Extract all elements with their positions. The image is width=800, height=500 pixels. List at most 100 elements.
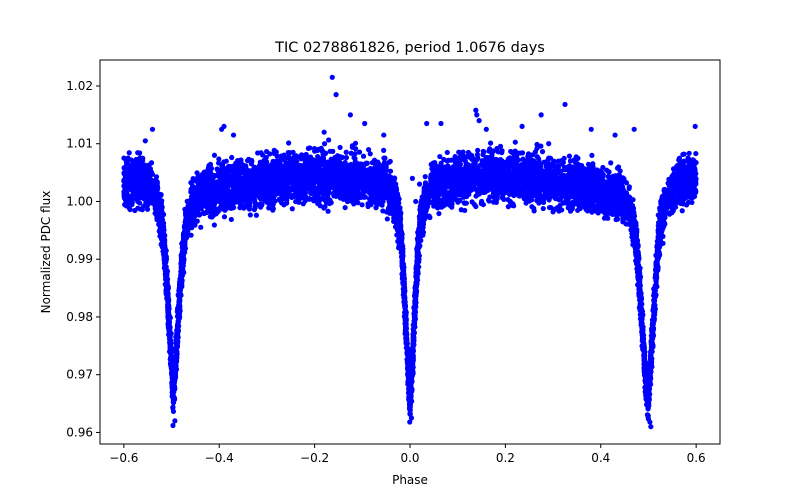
- data-point: [198, 224, 204, 230]
- data-point: [249, 158, 255, 164]
- data-point: [608, 160, 614, 166]
- data-point: [121, 164, 127, 171]
- data-point: [257, 201, 264, 207]
- data-point: [693, 150, 699, 157]
- data-point: [360, 153, 367, 159]
- data-point: [460, 149, 466, 155]
- data-point: [533, 189, 539, 195]
- chart-title: TIC 0278861826, period 1.0676 days: [274, 40, 545, 56]
- data-point: [461, 200, 467, 206]
- data-point: [356, 149, 363, 155]
- data-point: [546, 141, 552, 147]
- data-point: [289, 206, 295, 212]
- data-point: [121, 155, 127, 161]
- data-point: [126, 150, 132, 156]
- data-point: [129, 201, 135, 208]
- data-point: [211, 222, 217, 228]
- data-point: [359, 202, 365, 208]
- data-point: [263, 148, 270, 155]
- data-point: [438, 160, 444, 166]
- data-point: [532, 149, 538, 155]
- data-point: [370, 172, 376, 178]
- data-point: [498, 156, 504, 163]
- data-point: [270, 160, 276, 166]
- data-point: [507, 199, 513, 205]
- data-point: [229, 154, 235, 161]
- data-point: [665, 180, 671, 186]
- data-point: [448, 192, 454, 198]
- data-point: [224, 199, 230, 205]
- data-point: [556, 197, 562, 203]
- data-point: [520, 156, 526, 162]
- data-point: [190, 175, 196, 182]
- data-point: [473, 157, 479, 164]
- data-point: [505, 204, 511, 210]
- data-point: [573, 164, 579, 170]
- data-point: [279, 200, 285, 206]
- data-point: [387, 168, 394, 174]
- data-point: [566, 153, 573, 159]
- data-point: [322, 204, 328, 210]
- data-point: [352, 140, 359, 146]
- data-point: [302, 193, 308, 199]
- data-point: [247, 212, 253, 218]
- data-point: [221, 214, 228, 220]
- data-point: [475, 147, 481, 153]
- data-point: [373, 204, 379, 211]
- data-point: [387, 158, 393, 164]
- data-point: [217, 173, 223, 179]
- data-point: [321, 141, 328, 147]
- data-point: [427, 214, 433, 221]
- data-point: [286, 140, 292, 146]
- data-point: [541, 159, 547, 165]
- data-point: [348, 150, 354, 156]
- data-point: [343, 149, 349, 155]
- data-point: [270, 207, 276, 213]
- data-point: [541, 175, 547, 181]
- data-point: [519, 150, 526, 156]
- data-point: [194, 170, 200, 176]
- data-point: [428, 161, 434, 168]
- data-point: [327, 148, 333, 154]
- data-point: [367, 151, 373, 157]
- data-point: [258, 150, 264, 156]
- data-point: [556, 169, 562, 175]
- data-point: [460, 194, 467, 200]
- data-point: [251, 206, 257, 213]
- data-point: [238, 157, 244, 163]
- data-point: [499, 195, 506, 201]
- data-point: [433, 203, 439, 209]
- data-points: [121, 74, 699, 430]
- data-point: [508, 148, 514, 155]
- data-point: [583, 206, 589, 213]
- data-point: [540, 205, 546, 212]
- data-point: [135, 150, 141, 156]
- data-point: [487, 140, 494, 146]
- data-point: [380, 208, 386, 214]
- data-point: [326, 137, 332, 143]
- data-point: [337, 144, 343, 151]
- data-point: [365, 147, 372, 153]
- data-point: [215, 160, 222, 166]
- data-point: [681, 151, 687, 157]
- data-point: [266, 205, 272, 211]
- data-point: [307, 145, 313, 151]
- data-point: [126, 205, 132, 211]
- data-point: [253, 212, 259, 218]
- data-point: [469, 199, 475, 205]
- data-point: [437, 153, 443, 160]
- data-point: [466, 191, 472, 197]
- data-point: [626, 184, 632, 190]
- data-point: [216, 156, 222, 162]
- data-point: [512, 139, 518, 145]
- data-point: [436, 210, 442, 217]
- data-point: [319, 196, 326, 202]
- data-point: [589, 209, 595, 215]
- data-point: [228, 216, 234, 223]
- data-point: [448, 157, 455, 163]
- data-point: [456, 149, 462, 155]
- data-point: [437, 197, 443, 203]
- data-point: [300, 201, 306, 207]
- data-point: [600, 164, 606, 171]
